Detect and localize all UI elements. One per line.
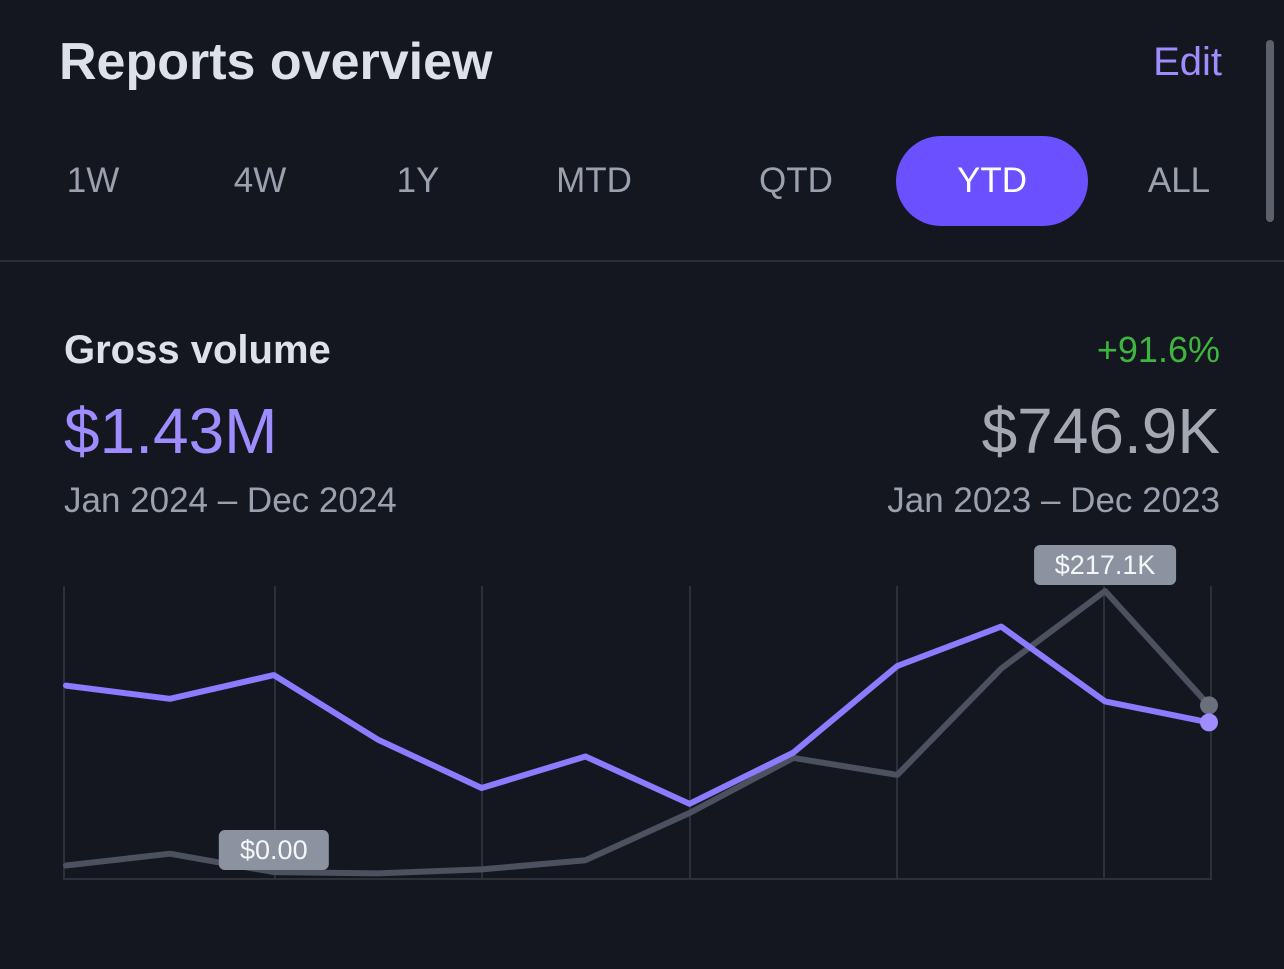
metric-change-badge: +91.6% [1096, 329, 1220, 370]
tab-all[interactable]: ALL [1147, 161, 1211, 200]
page-title: Reports overview [59, 33, 493, 91]
tab-1y[interactable]: 1Y [396, 161, 440, 200]
metric-previous-value: $746.9K [981, 395, 1220, 467]
metric-label: Gross volume [64, 328, 331, 372]
edit-button[interactable]: Edit [1153, 40, 1222, 84]
tooltip-background [218, 830, 329, 871]
current-period-line-end-point [1200, 713, 1218, 732]
tab-1w[interactable]: 1W [66, 161, 120, 200]
tooltip-1: $217.1K [1034, 545, 1177, 585]
tooltip-0: $0.00 [218, 830, 329, 871]
scrollbar[interactable] [1266, 40, 1274, 222]
previous-period-line-end-point [1200, 696, 1218, 715]
tab-mtd[interactable]: MTD [556, 161, 632, 200]
period-tabs: 1W 4W 1Y MTD QTD YTD ALL [0, 136, 1284, 226]
current-date-range: Jan 2024 – Dec 2024 [64, 481, 397, 520]
current-period-line [63, 623, 1212, 807]
tooltip-label: $217.1K [1055, 550, 1156, 580]
previous-date-range: Jan 2023 – Dec 2023 [887, 481, 1220, 520]
tab-ytd[interactable]: YTD [896, 136, 1088, 226]
metric-current-value: $1.43M [64, 395, 278, 467]
tooltip-background [1034, 545, 1177, 585]
header-divider [0, 260, 1284, 262]
tab-4w[interactable]: 4W [233, 161, 287, 200]
tooltip-label: $0.00 [240, 835, 308, 865]
tab-qtd[interactable]: QTD [759, 161, 833, 200]
